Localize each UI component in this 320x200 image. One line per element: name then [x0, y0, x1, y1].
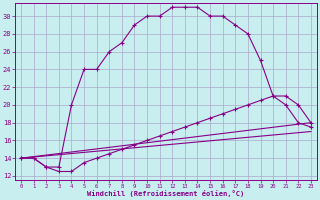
X-axis label: Windchill (Refroidissement éolien,°C): Windchill (Refroidissement éolien,°C): [87, 190, 244, 197]
